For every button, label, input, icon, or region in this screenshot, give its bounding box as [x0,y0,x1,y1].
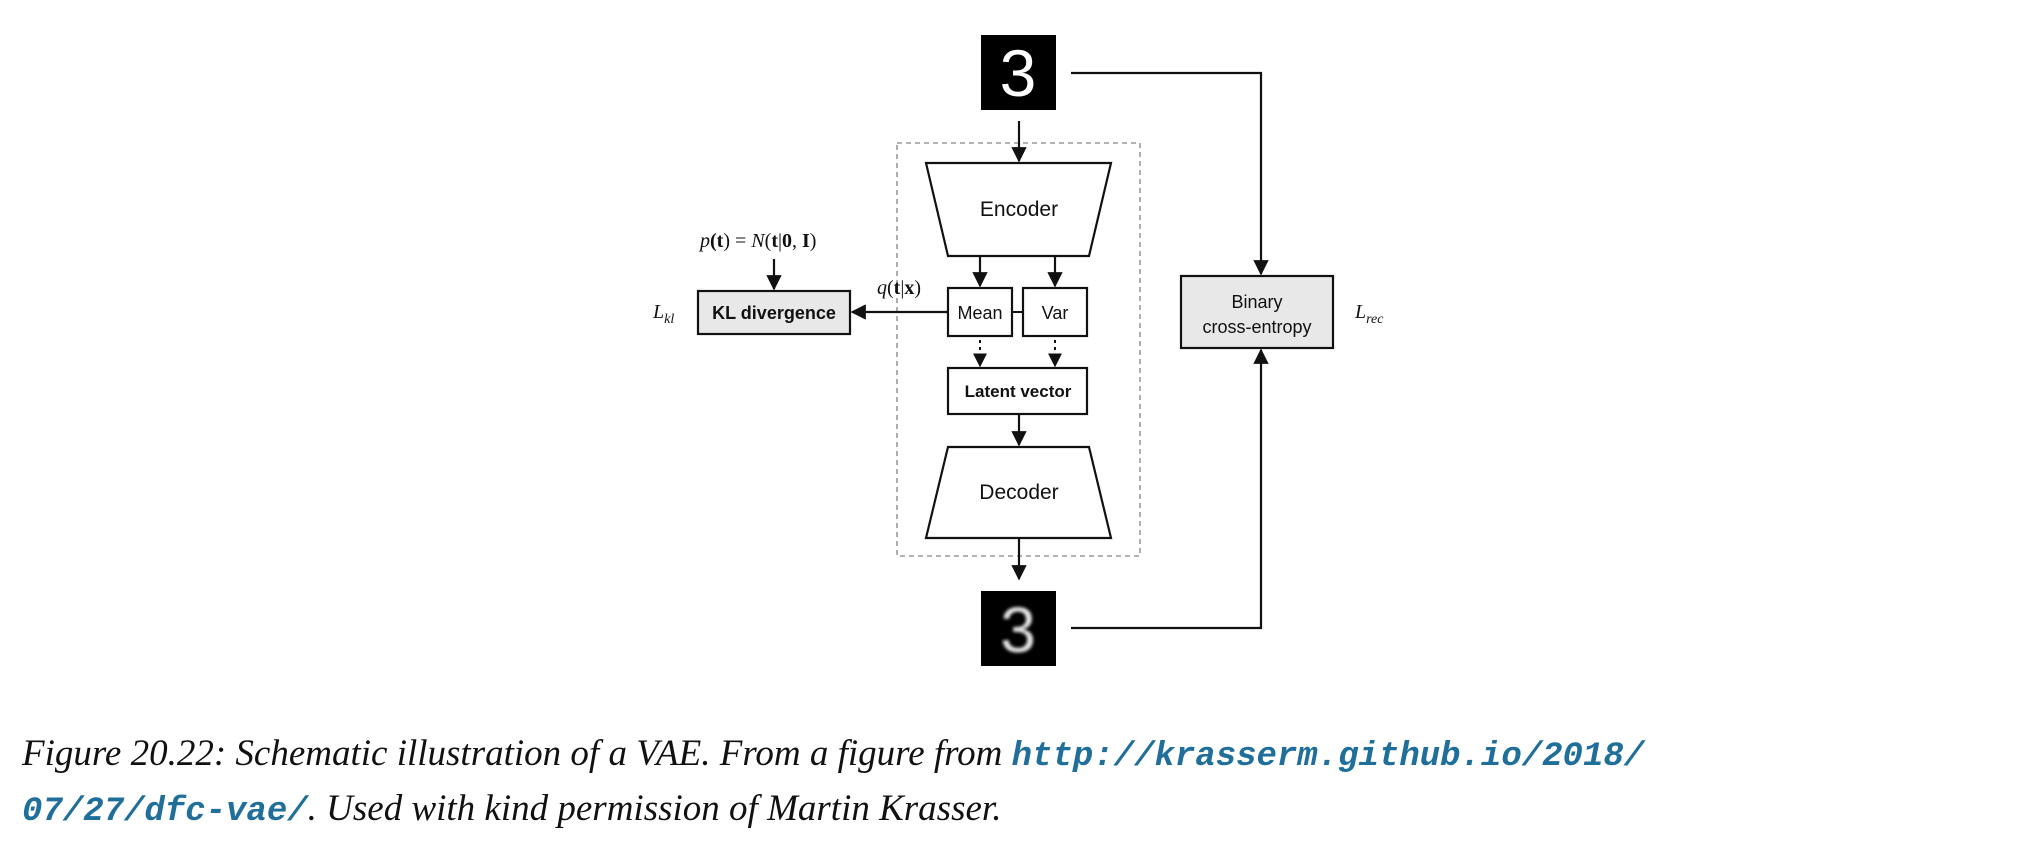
encoder-label: Encoder [980,198,1058,221]
output-digit: 3 [1000,594,1036,666]
input-digit: 3 [1000,36,1037,110]
posterior-formula: q(t|x) [877,277,921,299]
latent-vector-label: Latent vector [965,382,1072,401]
input-image: 3 [981,35,1056,110]
kl-divergence-label: KL divergence [712,303,836,323]
arrow-input-to-bce [1071,71,1269,276]
caption-line-1: Figure 20.22: Schematic illustration of … [22,728,2012,783]
figure-caption: Figure 20.22: Schematic illustration of … [22,728,2012,838]
l-rec-label: Lrec [1354,301,1384,327]
l-kl-label: Lkl [652,301,674,327]
bce-label-line2: cross-entropy [1202,317,1311,337]
caption-suffix: . Used with kind permission of Martin Kr… [307,788,1002,829]
latent-vector-box [946,366,1089,416]
caption-link-part2[interactable]: 07/27/dfc-vae/ [22,793,308,831]
caption-link-part1[interactable]: http://krasserm.github.io/2018/ [1011,738,1645,776]
var-box [1021,286,1089,338]
caption-line-2: 07/27/dfc-vae/. Used with kind permissio… [22,783,2012,838]
var-label: Var [1042,303,1069,323]
decoder-block [924,445,1113,540]
mean-label: Mean [957,303,1002,323]
bce-label-line1: Binary [1231,292,1282,312]
decoder-label: Decoder [979,481,1058,504]
encoder-block [924,161,1113,258]
prior-formula: p(t) = N(t|0, I) [698,230,816,252]
vae-diagram: 3 3 Encoder Mean Var Latent vector Decod… [652,35,1384,666]
bce-box [1179,274,1335,350]
output-image: 3 [981,591,1056,666]
caption-prefix: Figure 20.22: Schematic illustration of … [22,733,1012,774]
kl-divergence-box [696,289,852,336]
arrow-output-to-bce [1071,348,1269,630]
